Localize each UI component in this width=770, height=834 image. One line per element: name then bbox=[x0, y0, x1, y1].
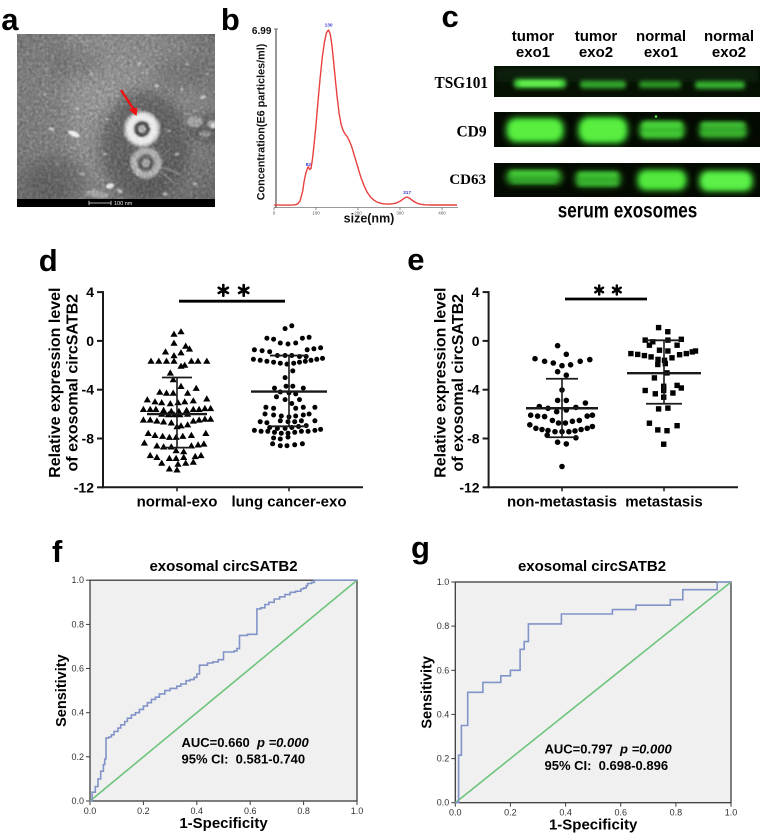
svg-text:Concentration(E6 particles/ml): Concentration(E6 particles/ml) bbox=[256, 43, 268, 200]
svg-text:200: 200 bbox=[354, 211, 362, 216]
svg-text:317: 317 bbox=[403, 190, 411, 196]
svg-text:0.8: 0.8 bbox=[297, 806, 310, 816]
svg-text:exosomal circSATB2: exosomal circSATB2 bbox=[149, 558, 297, 575]
svg-text:Relative expression levelof ex: Relative expression levelof exosomal cir… bbox=[433, 288, 468, 478]
svg-text:-12: -12 bbox=[74, 479, 94, 495]
svg-text:-4: -4 bbox=[82, 382, 95, 398]
svg-text:95% CI: 0.581-0.740: 95% CI: 0.581-0.740 bbox=[182, 752, 306, 767]
svg-text:300: 300 bbox=[396, 211, 404, 216]
svg-text:100: 100 bbox=[312, 211, 320, 216]
svg-text:-8: -8 bbox=[467, 431, 480, 447]
svg-text:AUC=0.660 p =0.000: AUC=0.660 p =0.000 bbox=[182, 735, 310, 750]
svg-text:Sensitivity: Sensitivity bbox=[419, 656, 435, 729]
svg-text:4: 4 bbox=[472, 284, 480, 300]
svg-text:400: 400 bbox=[438, 211, 446, 216]
svg-text:0.8: 0.8 bbox=[437, 621, 450, 631]
svg-text:-12: -12 bbox=[459, 479, 479, 495]
svg-text:95% CI: 0.698-0.896: 95% CI: 0.698-0.896 bbox=[545, 758, 669, 773]
svg-text:0.8: 0.8 bbox=[71, 619, 84, 629]
svg-text:Sensitivity: Sensitivity bbox=[54, 654, 70, 727]
svg-text:4: 4 bbox=[86, 284, 94, 300]
svg-text:size(nm): size(nm) bbox=[344, 212, 395, 226]
svg-text:0.4: 0.4 bbox=[71, 708, 84, 718]
svg-text:0.0: 0.0 bbox=[437, 798, 450, 808]
svg-text:0: 0 bbox=[273, 211, 276, 216]
svg-text:0: 0 bbox=[472, 333, 480, 349]
svg-text:130: 130 bbox=[325, 23, 333, 29]
svg-text:TSG101: TSG101 bbox=[435, 73, 489, 92]
svg-text:0: 0 bbox=[86, 333, 94, 349]
svg-text:0.6: 0.6 bbox=[71, 664, 84, 674]
svg-text:0.2: 0.2 bbox=[437, 754, 450, 764]
svg-text:normal-exo: normal-exo bbox=[137, 493, 218, 510]
svg-text:1.0: 1.0 bbox=[71, 575, 84, 585]
svg-text:Relative expression levelof ex: Relative expression levelof exosomal cir… bbox=[47, 288, 82, 478]
svg-text:0.8: 0.8 bbox=[670, 808, 683, 818]
svg-text:-4: -4 bbox=[467, 382, 480, 398]
svg-text:metastasis: metastasis bbox=[625, 493, 703, 510]
svg-text:6.99: 6.99 bbox=[252, 26, 272, 37]
svg-text:1.0: 1.0 bbox=[725, 808, 738, 818]
svg-text:-8: -8 bbox=[82, 431, 95, 447]
svg-text:CD9: CD9 bbox=[456, 123, 486, 140]
svg-text:serum exosomes: serum exosomes bbox=[558, 199, 698, 222]
svg-text:0.2: 0.2 bbox=[71, 752, 84, 762]
svg-text:82: 82 bbox=[306, 162, 312, 168]
svg-text:0.6: 0.6 bbox=[244, 806, 257, 816]
svg-text:0.4: 0.4 bbox=[437, 709, 450, 719]
svg-text:1-Specificity: 1-Specificity bbox=[179, 815, 268, 832]
svg-text:1.0: 1.0 bbox=[437, 577, 450, 587]
svg-text:lung cancer-exo: lung cancer-exo bbox=[231, 493, 346, 510]
svg-text:AUC=0.797 p =0.000: AUC=0.797 p =0.000 bbox=[545, 742, 673, 757]
svg-text:1.0: 1.0 bbox=[351, 806, 364, 816]
svg-text:0.4: 0.4 bbox=[559, 808, 572, 818]
svg-text:0.6: 0.6 bbox=[614, 808, 627, 818]
svg-text:CD63: CD63 bbox=[449, 172, 486, 188]
svg-text:exosomal circSATB2: exosomal circSATB2 bbox=[518, 558, 666, 575]
svg-text:0.6: 0.6 bbox=[437, 665, 450, 675]
svg-text:100 nm: 100 nm bbox=[114, 201, 133, 207]
svg-text:0.0: 0.0 bbox=[84, 806, 97, 816]
svg-text:0.4: 0.4 bbox=[191, 806, 204, 816]
svg-text:non-metastasis: non-metastasis bbox=[507, 493, 617, 510]
svg-text:1-Specificity: 1-Specificity bbox=[549, 817, 638, 834]
svg-text:0.2: 0.2 bbox=[137, 806, 150, 816]
svg-text:0.0: 0.0 bbox=[449, 808, 462, 818]
svg-text:0.2: 0.2 bbox=[504, 808, 517, 818]
svg-text:0.0: 0.0 bbox=[71, 796, 84, 806]
